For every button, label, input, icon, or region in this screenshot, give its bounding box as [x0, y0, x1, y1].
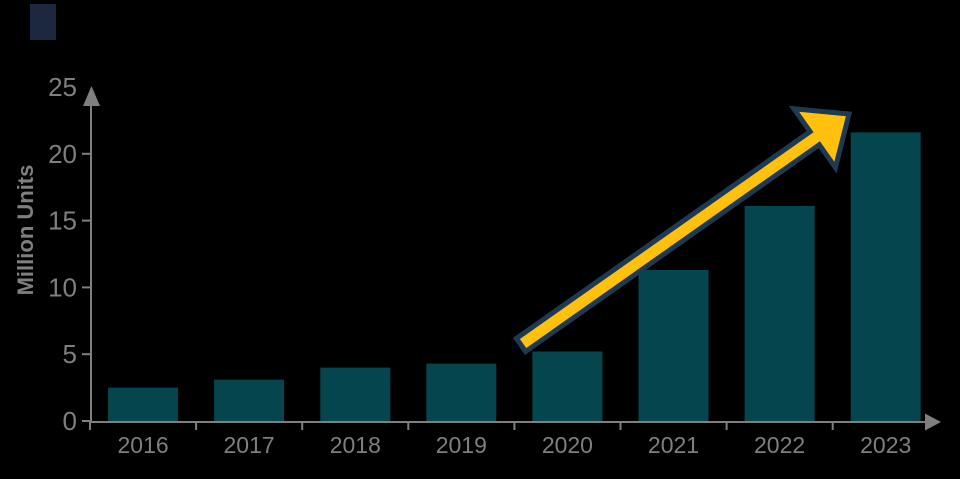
y-tick-label-15: 15: [48, 206, 77, 236]
y-axis-arrowhead: [83, 86, 100, 106]
decorative-rectangle: [30, 4, 56, 40]
bar-2019: [426, 363, 497, 421]
bar-2020: [532, 351, 603, 421]
y-tick-label-10: 10: [48, 272, 77, 302]
x-tick-label-2022: 2022: [754, 432, 805, 458]
x-tick-label-2021: 2021: [648, 432, 699, 458]
x-tick-label-2020: 2020: [542, 432, 593, 458]
bar-2021: [638, 270, 709, 421]
bar-2017: [214, 379, 285, 421]
bar-2016: [108, 387, 179, 421]
x-tick-label-2016: 2016: [118, 432, 169, 458]
y-tick-label-20: 20: [48, 139, 77, 169]
y-tick-label-0: 0: [63, 406, 77, 436]
bar-2023: [850, 132, 921, 421]
x-tick-label-2018: 2018: [330, 432, 381, 458]
y-tick-label-5: 5: [63, 339, 77, 369]
bar-2022: [744, 205, 815, 421]
y-tick-label-25: 25: [48, 72, 77, 102]
bar-2018: [320, 367, 391, 421]
growth-trend-arrow: [512, 105, 853, 355]
x-tick-label-2017: 2017: [224, 432, 275, 458]
x-tick-label-2023: 2023: [860, 432, 911, 458]
x-axis-arrowhead: [925, 413, 941, 431]
x-tick-label-2019: 2019: [436, 432, 487, 458]
